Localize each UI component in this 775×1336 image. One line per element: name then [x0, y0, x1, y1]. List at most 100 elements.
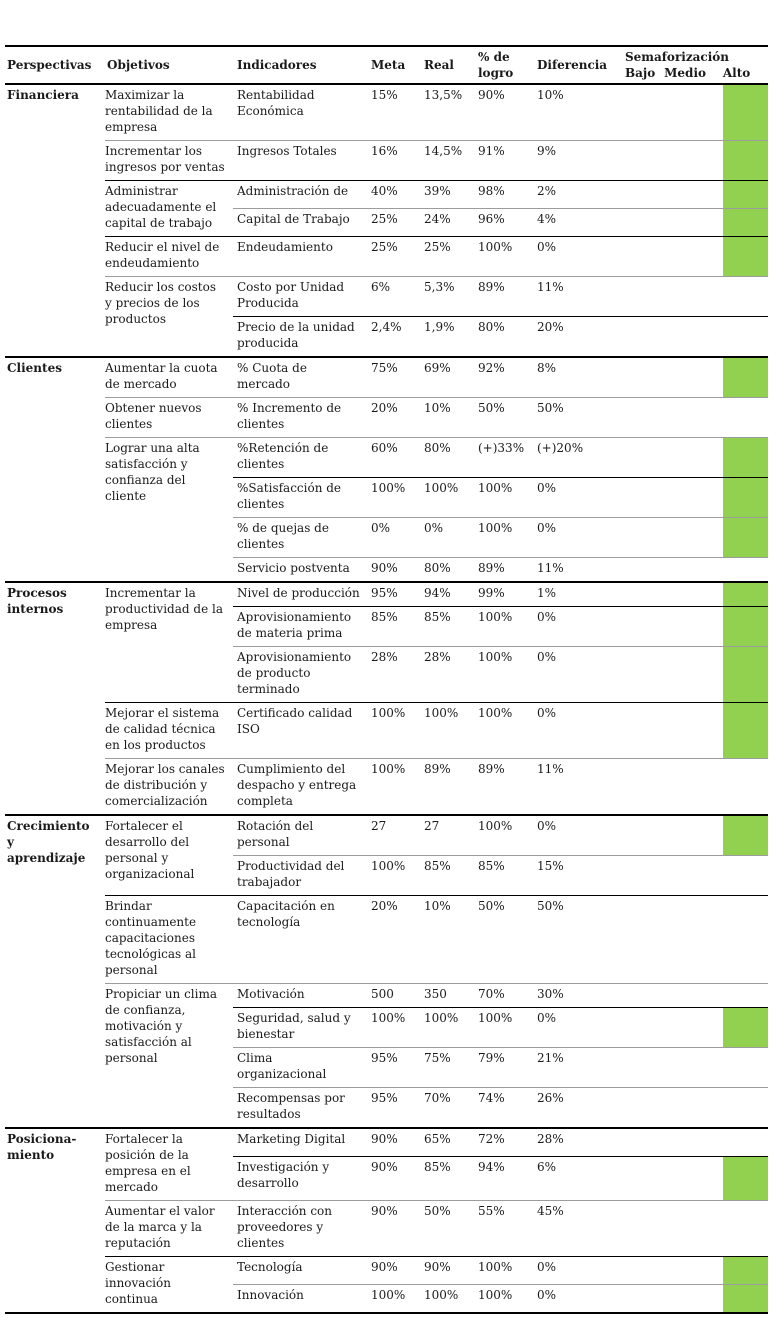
- meta-value: 85%: [371, 610, 398, 624]
- objectives-group: Aumentar la cuota de mercado % Cuota de m…: [105, 358, 768, 581]
- real-value: 85%: [424, 1160, 451, 1174]
- objective-row: Incrementar los ingresos por ventas Ingre…: [105, 140, 768, 180]
- semaforo-alto-cell: [723, 647, 768, 702]
- semaforo-alto-cell: [723, 209, 768, 236]
- objective-row: Administrar adecuadamente el capital de …: [105, 180, 768, 236]
- meta-value: 15%: [371, 88, 398, 102]
- indicator-label: Endeudamiento: [237, 240, 333, 254]
- meta-value: 100%: [371, 706, 406, 720]
- indicator-row: Interacción con proveedores y clientes 90…: [233, 1201, 768, 1256]
- indicator-label: Productividad del trabajador: [237, 859, 345, 889]
- objective-row: Gestionar innovación continua Tecnología 9…: [105, 1256, 768, 1312]
- objective-row: Mejorar el sistema de calidad técnica en…: [105, 702, 768, 758]
- semaforo-medio-cell: [663, 703, 723, 758]
- indicator-row: Precio de la unidad producida 2,4% 1,9% 80%…: [233, 316, 768, 356]
- semaforo-medio-cell: [663, 816, 723, 855]
- meta-value: 90%: [371, 1160, 398, 1174]
- diferencia-value: 4%: [537, 212, 557, 226]
- indicators-group: Tecnología 90% 90% 100% 0% Innovación 100% 100%…: [233, 1257, 768, 1312]
- meta-value: 28%: [371, 650, 398, 664]
- objective-row: Lograr una alta satisfacción y confianza…: [105, 437, 768, 581]
- diferencia-value: 10%: [537, 88, 564, 102]
- semaforo-alto-cell: [723, 181, 768, 208]
- semaforo-alto-cell: [723, 816, 768, 855]
- objectives-group: Fortalecer la posición de la empresa en …: [105, 1129, 768, 1312]
- balanced-scorecard-table: Perspectivas Objetivos Indicadores Meta …: [5, 45, 768, 1314]
- indicator-row: Aprovisionamiento de producto terminado 2…: [233, 646, 768, 702]
- indicator-row: Recompensas por resultados 95% 70% 74% 26%: [233, 1087, 768, 1127]
- diferencia-value: 0%: [537, 481, 557, 495]
- logro-value: 89%: [478, 762, 505, 776]
- semaforo-alto-cell: [723, 759, 768, 814]
- real-value: 10%: [424, 401, 451, 415]
- semaforo-bajo-cell: [623, 984, 663, 1007]
- col-header-meta: Meta: [371, 58, 406, 72]
- diferencia-value: 0%: [537, 706, 557, 720]
- objective-label: Aumentar la cuota de mercado: [105, 361, 218, 391]
- semaforo-alto-cell: [723, 1157, 768, 1200]
- semaforo-alto-cell: [723, 237, 768, 276]
- semaforo-bajo-cell: [623, 896, 663, 983]
- objective-label: Mejorar los canales de distribución y co…: [105, 762, 225, 808]
- logro-value: 50%: [478, 401, 505, 415]
- col-header-logro: % de logro: [478, 50, 514, 80]
- indicator-label: Interacción con proveedores y clientes: [237, 1204, 333, 1250]
- logro-value: 99%: [478, 586, 505, 600]
- semaforo-medio-cell: [663, 358, 723, 397]
- logro-value: 100%: [478, 521, 513, 535]
- indicator-row: Ingresos Totales 16% 14,5% 91% 9%: [233, 141, 768, 180]
- logro-value: 100%: [478, 1260, 513, 1274]
- indicator-row: % Cuota de mercado 75% 69% 92% 8%: [233, 358, 768, 397]
- indicators-group: Rentabilidad Económica 15% 13,5% 90% 10%: [233, 85, 768, 140]
- semaforo-alto-cell: [723, 438, 768, 477]
- indicators-group: Interacción con proveedores y clientes 90…: [233, 1201, 768, 1256]
- real-value: 69%: [424, 361, 451, 375]
- meta-value: 2,4%: [371, 320, 402, 334]
- logro-value: 74%: [478, 1091, 505, 1105]
- perspective-section: Crecimiento y aprendizaje Fortalecer el d…: [5, 814, 768, 1127]
- semaforo-bajo-cell: [623, 607, 663, 646]
- semaforo-alto-cell: [723, 1129, 768, 1156]
- objective-row: Fortalecer el desarrollo del personal y …: [105, 816, 768, 895]
- semaforo-alto-cell: [723, 607, 768, 646]
- meta-value: 16%: [371, 144, 398, 158]
- indicators-group: Endeudamiento 25% 25% 100% 0%: [233, 237, 768, 276]
- semaforo-bajo-cell: [623, 816, 663, 855]
- indicators-group: % Incremento de clientes 20% 10% 50% 50%: [233, 398, 768, 437]
- semaforo-medio-cell: [663, 1157, 723, 1200]
- indicator-row: %Retención de clientes 60% 80% (+)33% (+)20%: [233, 438, 768, 477]
- perspective-label: Posiciona- miento: [7, 1132, 77, 1162]
- meta-value: 90%: [371, 561, 398, 575]
- semaforo-bajo-cell: [623, 1285, 663, 1312]
- indicator-row: Cumplimiento del despacho y entrega comp…: [233, 759, 768, 814]
- objective-label: Lograr una alta satisfacción y confianza…: [105, 441, 200, 503]
- col-header-semaforizacion: Semaforización: [625, 50, 730, 64]
- semaforo-bajo-cell: [623, 518, 663, 557]
- diferencia-value: 0%: [537, 1260, 557, 1274]
- indicator-row: Nivel de producción 95% 94% 99% 1%: [233, 583, 768, 606]
- objective-row: Brindar continuamente capacitaciones tec…: [105, 895, 768, 983]
- indicator-row: Certificado calidad ISO 100% 100% 100% 0%: [233, 703, 768, 758]
- logro-value: 89%: [478, 280, 505, 294]
- real-value: 5,3%: [424, 280, 455, 294]
- meta-value: 6%: [371, 280, 391, 294]
- logro-value: 94%: [478, 1160, 505, 1174]
- diferencia-value: 15%: [537, 859, 564, 873]
- real-value: 70%: [424, 1091, 451, 1105]
- real-value: 28%: [424, 650, 451, 664]
- semaforo-bajo-cell: [623, 181, 663, 208]
- logro-value: (+)33%: [478, 441, 525, 455]
- semaforo-alto-cell: [723, 518, 768, 557]
- semaforo-bajo-cell: [623, 1129, 663, 1156]
- indicator-label: Seguridad, salud y bienestar: [237, 1011, 351, 1041]
- semaforo-bajo-cell: [623, 1088, 663, 1127]
- col-header-diferencia: Diferencia: [537, 58, 608, 72]
- logro-value: 100%: [478, 706, 513, 720]
- semaforo-alto-cell: [723, 1201, 768, 1256]
- logro-value: 96%: [478, 212, 505, 226]
- semaforo-medio-cell: [663, 1048, 723, 1087]
- semaforo-bajo-cell: [623, 85, 663, 140]
- diferencia-value: 30%: [537, 987, 564, 1001]
- semaforo-medio-cell: [663, 181, 723, 208]
- real-value: 89%: [424, 762, 451, 776]
